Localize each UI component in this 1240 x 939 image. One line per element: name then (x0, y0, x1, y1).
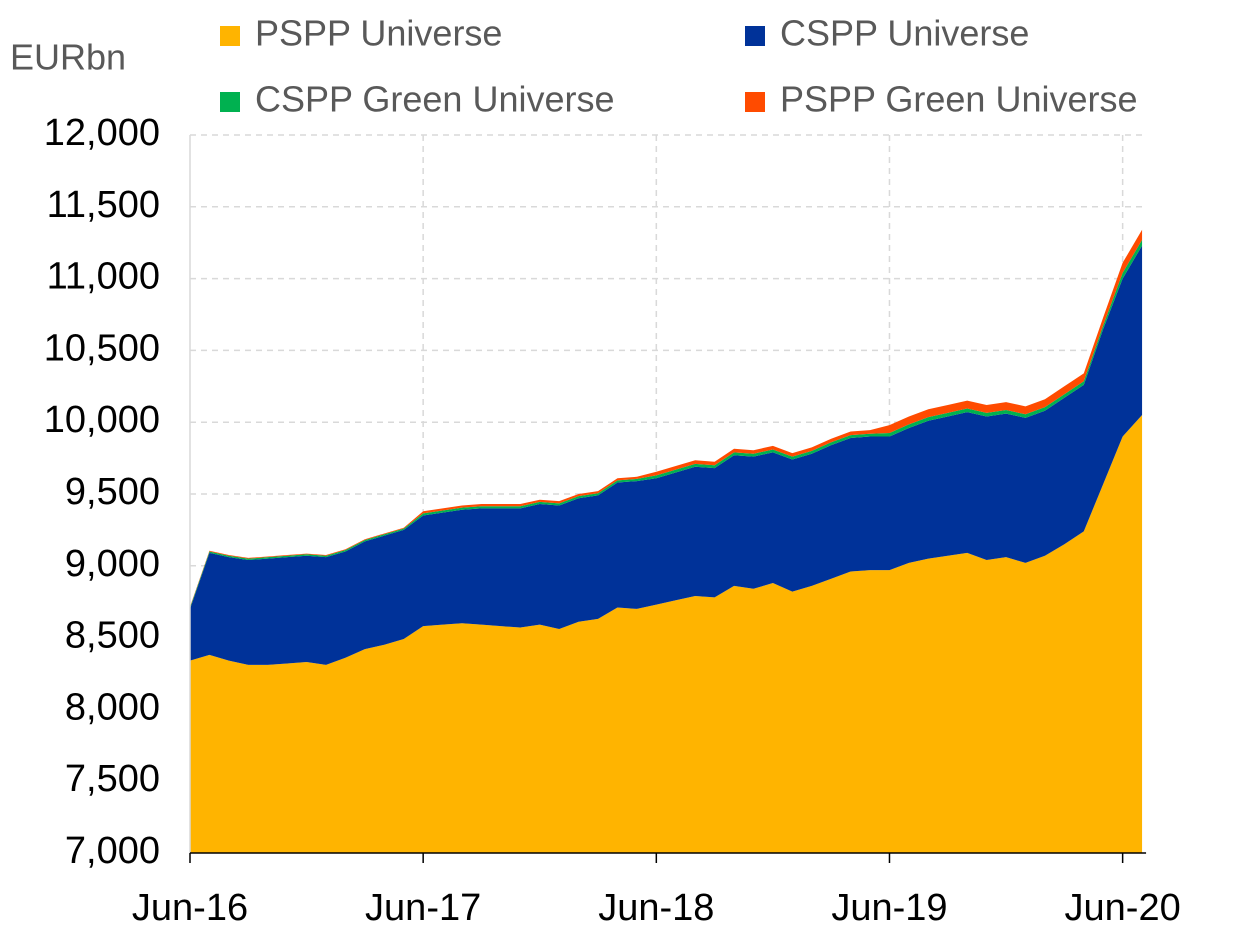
y-tick-label: 8,500 (65, 615, 160, 657)
x-tick-label: Jun-17 (365, 887, 481, 929)
y-tick-label: 9,500 (65, 471, 160, 513)
legend-label: CSPP Universe (780, 13, 1029, 54)
legend-label: PSPP Universe (255, 13, 502, 54)
x-tick-label: Jun-20 (1065, 887, 1181, 929)
legend-label: CSPP Green Universe (255, 79, 615, 120)
legend-swatch (745, 26, 765, 46)
y-tick-label: 7,500 (65, 758, 160, 800)
legend-swatch (220, 26, 240, 46)
y-tick-label: 10,500 (44, 327, 160, 369)
area (190, 245, 1143, 665)
y-tick-label: 7,000 (65, 830, 160, 872)
legend-label: PSPP Green Universe (780, 79, 1138, 120)
x-tick-label: Jun-18 (598, 887, 714, 929)
legend-swatch (220, 92, 240, 112)
y-tick-label: 8,000 (65, 686, 160, 728)
y-tick-label: 11,500 (47, 184, 160, 226)
y-axis-label: EURbn (10, 37, 126, 78)
y-tick-label: 10,000 (44, 399, 160, 441)
x-tick-label: Jun-16 (132, 887, 248, 929)
x-tick-label: Jun-19 (831, 887, 947, 929)
y-tick-label: 11,000 (47, 256, 160, 298)
area (190, 415, 1143, 853)
legend-swatch (745, 92, 765, 112)
y-tick-label: 9,000 (65, 543, 160, 585)
y-tick-label: 12,000 (44, 112, 160, 154)
